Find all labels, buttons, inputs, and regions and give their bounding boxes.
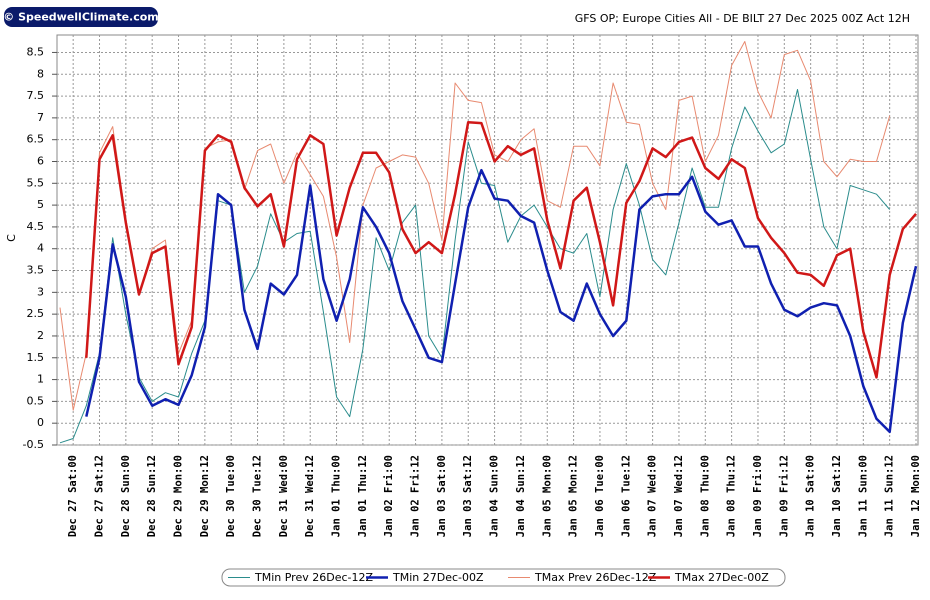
x-tick-label: Jan 04 Sun:12 bbox=[515, 455, 527, 537]
y-tick-label: 1 bbox=[37, 373, 44, 386]
y-tick-label: 0 bbox=[37, 416, 44, 429]
x-tick-label: Jan 07 Wed:12 bbox=[673, 455, 685, 537]
x-tick-label: Dec 28 Sun:12 bbox=[146, 455, 158, 537]
x-tick-label: Dec 27 Sat:00 bbox=[67, 455, 79, 537]
x-tick-label: Dec 29 Mon:00 bbox=[173, 455, 185, 537]
x-tick-label: Jan 03 Sat:12 bbox=[462, 455, 474, 537]
x-tick-label: Dec 31 Wed:00 bbox=[278, 455, 290, 537]
y-tick-label: 5 bbox=[37, 198, 44, 211]
y-tick-label: 3 bbox=[37, 285, 44, 298]
x-tick-label: Jan 07 Wed:00 bbox=[647, 455, 659, 537]
y-tick-label: 5.5 bbox=[27, 176, 45, 189]
x-tick-label: Jan 09 Fri:00 bbox=[752, 455, 764, 537]
y-tick-label: 2 bbox=[37, 329, 44, 342]
x-tick-label: Jan 01 Thu:00 bbox=[331, 455, 343, 537]
x-tick-label: Jan 11 Sun:12 bbox=[884, 455, 896, 537]
x-tick-label: Jan 06 Tue:12 bbox=[620, 455, 632, 537]
legend-label: TMax 27Dec-00Z bbox=[674, 571, 769, 584]
x-tick-label: Jan 05 Mon:00 bbox=[541, 455, 553, 537]
x-tick-label: Jan 09 Fri:12 bbox=[778, 455, 790, 537]
x-tick-label: Jan 08 Thu:00 bbox=[699, 455, 711, 537]
x-tick-label: Jan 03 Sat:00 bbox=[436, 455, 448, 537]
chart-title: GFS OP; Europe Cities All - DE BILT 27 D… bbox=[575, 12, 910, 25]
y-tick-label: 6 bbox=[37, 154, 44, 167]
x-tick-label: Dec 27 Sat:12 bbox=[94, 455, 106, 537]
y-tick-label: 4.5 bbox=[27, 220, 45, 233]
series-line bbox=[85, 120, 917, 379]
x-tick-label: Jan 05 Mon:12 bbox=[568, 455, 580, 537]
legend-label: TMin 27Dec-00Z bbox=[392, 571, 484, 584]
x-tick-label: Jan 11 Sun:00 bbox=[857, 455, 869, 537]
x-tick-label: Dec 28 Sun:00 bbox=[120, 455, 132, 537]
legend-box bbox=[221, 568, 786, 587]
y-tick-label: 4 bbox=[37, 242, 44, 255]
plot-frame bbox=[56, 34, 919, 446]
x-tick-label: Jan 02 Fri:12 bbox=[410, 455, 422, 537]
x-tick-label: Jan 04 Sun:00 bbox=[489, 455, 501, 537]
legend-label: TMin Prev 26Dec-12Z bbox=[254, 571, 373, 584]
logo-box bbox=[4, 7, 158, 27]
x-tick-label: Jan 10 Sat:12 bbox=[831, 455, 843, 537]
y-tick-label: -0.5 bbox=[23, 438, 44, 451]
x-tick-label: Jan 02 Fri:00 bbox=[383, 455, 395, 537]
legend-label: TMax Prev 26Dec-12Z bbox=[534, 571, 657, 584]
y-tick-label: 1.5 bbox=[27, 351, 45, 364]
x-tick-label: Jan 06 Tue:00 bbox=[594, 455, 606, 537]
x-tick-label: Jan 08 Thu:12 bbox=[726, 455, 738, 537]
x-tick-label: Jan 12 Mon:00 bbox=[910, 455, 922, 537]
series-line bbox=[85, 168, 918, 434]
x-tick-label: Jan 01 Thu:12 bbox=[357, 455, 369, 537]
y-tick-label: 8 bbox=[37, 67, 44, 80]
y-tick-label: 7.5 bbox=[27, 89, 45, 102]
x-tick-label: Jan 10 Sat:00 bbox=[805, 455, 817, 537]
y-tick-label: 7 bbox=[37, 111, 44, 124]
x-tick-label: Dec 30 Tue:00 bbox=[225, 455, 237, 537]
y-axis-label: C bbox=[5, 234, 18, 242]
y-tick-label: 3.5 bbox=[27, 264, 45, 277]
y-tick-label: 2.5 bbox=[27, 307, 45, 320]
y-tick-label: 8.5 bbox=[27, 45, 45, 58]
x-tick-label: Dec 30 Tue:12 bbox=[252, 455, 264, 537]
series-line bbox=[59, 89, 891, 444]
y-tick-label: 6.5 bbox=[27, 133, 45, 146]
x-tick-label: Dec 29 Mon:12 bbox=[199, 455, 211, 537]
x-tick-label: Dec 31 Wed:12 bbox=[304, 455, 316, 537]
y-tick-label: 0.5 bbox=[27, 394, 45, 407]
logo: © SpeedwellClimate.com bbox=[3, 11, 159, 24]
